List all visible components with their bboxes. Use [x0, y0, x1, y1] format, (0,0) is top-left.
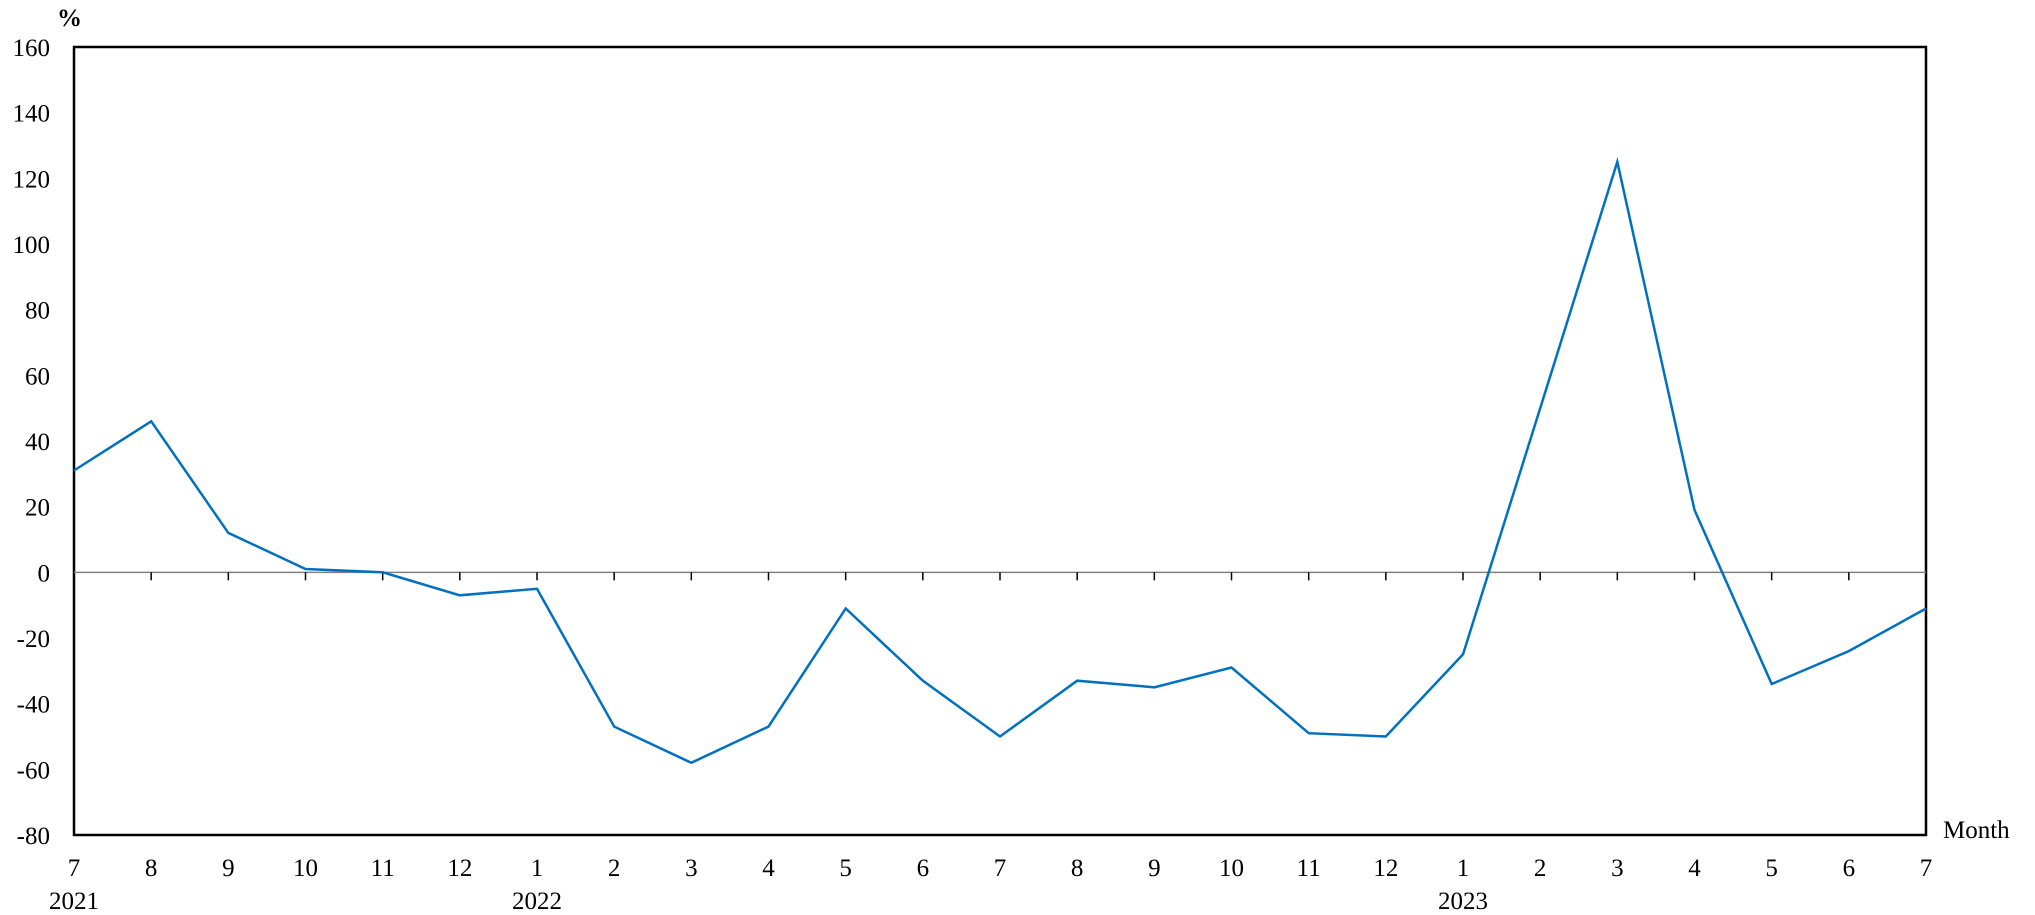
x-tick-label: 2 [608, 855, 621, 882]
x-tick-label: 12 [1373, 855, 1398, 882]
y-tick-label: 140 [13, 101, 51, 128]
x-tick-label: 3 [685, 855, 698, 882]
x-tick-label: 12 [447, 855, 472, 882]
x-axis-tick-labels: 7 8 9 10 11 12 1 2 3 4 5 6 7 8 9 10 11 12 1 2 3 4 5 6 7 [68, 855, 1933, 882]
x-tick-label: 6 [1843, 855, 1856, 882]
x-tick-label: 7 [994, 855, 1007, 882]
y-tick-label: -20 [17, 626, 50, 653]
x-tick-label: 9 [1148, 855, 1161, 882]
y-tick-label: 0 [38, 560, 51, 587]
year-label: 2022 [512, 888, 562, 915]
x-tick-label: 7 [1920, 855, 1933, 882]
series-line [73, 157, 1927, 765]
y-tick-label: 60 [25, 363, 50, 390]
year-label: 2021 [49, 888, 99, 915]
x-tick-label: 4 [762, 855, 775, 882]
y-axis-unit-label: % [57, 5, 82, 32]
x-axis-year-labels: 2021 2022 2023 [49, 888, 1488, 915]
x-tick-label: 11 [371, 855, 395, 882]
x-tick-label: 5 [1765, 855, 1778, 882]
x-tick-label: 8 [1071, 855, 1084, 882]
x-tick-label: 9 [222, 855, 235, 882]
x-tick-label: 10 [1219, 855, 1244, 882]
y-tick-label: -80 [17, 823, 50, 850]
x-tick-label: 11 [1297, 855, 1321, 882]
x-tick-marks [150, 572, 1850, 581]
x-tick-label: 4 [1688, 855, 1701, 882]
x-axis-title: Month [1943, 817, 2010, 844]
y-tick-label: 20 [25, 495, 50, 522]
x-tick-label: 10 [293, 855, 318, 882]
y-tick-label: -60 [17, 757, 50, 784]
x-tick-label: 1 [531, 855, 544, 882]
y-tick-label: 120 [13, 166, 51, 193]
x-tick-label: 3 [1611, 855, 1624, 882]
x-tick-label: 5 [839, 855, 852, 882]
y-tick-label: 160 [13, 35, 51, 62]
x-tick-label: 6 [917, 855, 930, 882]
x-tick-label: 1 [1457, 855, 1470, 882]
year-label: 2023 [1438, 888, 1488, 915]
x-tick-label: 2 [1534, 855, 1547, 882]
y-tick-label: -40 [17, 692, 50, 719]
x-tick-label: 7 [68, 855, 81, 882]
y-tick-label: 80 [25, 298, 50, 325]
x-tick-label: 8 [145, 855, 158, 882]
y-tick-label: 40 [25, 429, 50, 456]
y-tick-label: 100 [13, 232, 51, 259]
y-axis-tick-labels: 160 140 120 100 80 60 40 20 0 -20 -40 -60 -80 [13, 35, 51, 850]
plot-area [72, 45, 1928, 837]
